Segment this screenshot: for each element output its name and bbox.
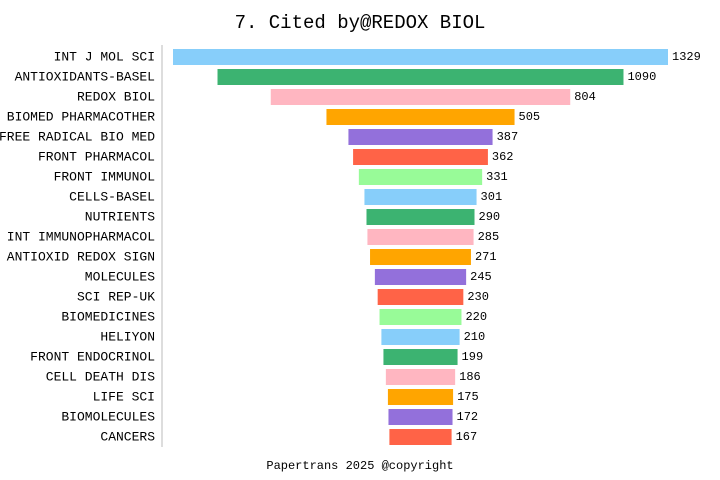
- bar: [358, 169, 483, 185]
- bar: [270, 89, 571, 105]
- bar: [348, 129, 493, 145]
- category-label: FRONT PHARMACOL: [38, 149, 155, 164]
- category-label: NUTRIENTS: [85, 209, 155, 224]
- value-label: 220: [465, 310, 487, 324]
- category-label: ANTIOXID REDOX SIGN: [7, 249, 155, 264]
- category-label: INT J MOL SCI: [54, 49, 155, 64]
- bar: [379, 309, 462, 325]
- value-label: 271: [475, 250, 497, 264]
- value-label: 362: [492, 150, 514, 164]
- category-label: FRONT ENDOCRINOL: [30, 349, 155, 364]
- bar: [383, 349, 458, 365]
- bar: [173, 49, 668, 65]
- bar: [381, 329, 460, 345]
- value-label: 230: [467, 290, 489, 304]
- value-label: 172: [457, 410, 479, 424]
- category-label: INT IMMUNOPHARMACOL: [7, 229, 155, 244]
- bar: [326, 109, 515, 125]
- bar: [217, 69, 624, 85]
- category-label: CELL DEATH DIS: [46, 369, 155, 384]
- category-label: REDOX BIOL: [77, 89, 155, 104]
- chart-title: 7. Cited by@REDOX BIOL: [235, 12, 486, 34]
- footer: Papertrans 2025 @copyright: [266, 459, 453, 473]
- category-label: LIFE SCI: [93, 389, 155, 404]
- bar: [377, 289, 464, 305]
- value-label: 804: [574, 90, 596, 104]
- bar: [364, 189, 477, 205]
- bar: [389, 429, 452, 445]
- bar: [387, 389, 454, 405]
- category-label: FREE RADICAL BIO MED: [0, 129, 155, 144]
- value-label: 175: [457, 390, 479, 404]
- value-label: 505: [519, 110, 541, 124]
- bar: [374, 269, 467, 285]
- category-label: FRONT IMMUNOL: [54, 169, 155, 184]
- bar: [367, 229, 474, 245]
- value-label: 301: [481, 190, 503, 204]
- value-label: 186: [459, 370, 481, 384]
- category-label: MOLECULES: [85, 269, 155, 284]
- value-label: 1090: [627, 70, 656, 84]
- value-label: 245: [470, 270, 492, 284]
- category-label: SCI REP-UK: [77, 289, 155, 304]
- bar: [370, 249, 471, 265]
- bar: [388, 409, 453, 425]
- value-label: 331: [486, 170, 508, 184]
- value-label: 210: [464, 330, 486, 344]
- bar: [366, 209, 475, 225]
- bar: [353, 149, 488, 165]
- category-label: CELLS-BASEL: [69, 189, 155, 204]
- value-label: 199: [462, 350, 484, 364]
- category-label: HELIYON: [100, 329, 155, 344]
- value-label: 387: [497, 130, 519, 144]
- bar: [385, 369, 456, 385]
- category-label: BIOMOLECULES: [61, 409, 155, 424]
- category-label: ANTIOXIDANTS-BASEL: [15, 69, 155, 84]
- category-label: BIOMED PHARMACOTHER: [7, 109, 155, 124]
- value-label: 285: [478, 230, 500, 244]
- value-label: 167: [456, 430, 478, 444]
- value-label: 1329: [672, 50, 701, 64]
- category-label: CANCERS: [100, 429, 155, 444]
- category-label: BIOMEDICINES: [61, 309, 155, 324]
- value-label: 290: [479, 210, 501, 224]
